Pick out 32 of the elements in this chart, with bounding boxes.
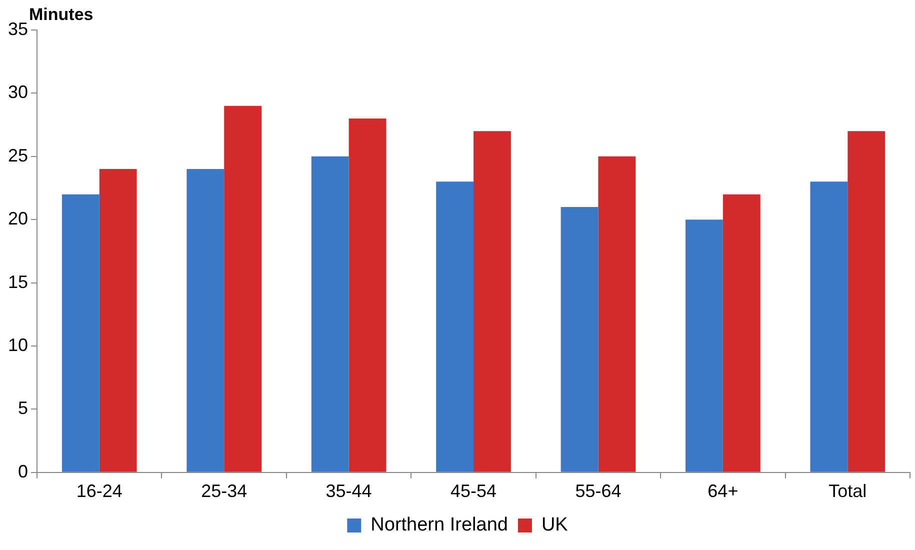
x-tick-label: 25-34 [201, 481, 248, 502]
bar [186, 169, 224, 472]
legend-label: UK [541, 514, 568, 536]
bar [99, 169, 137, 472]
x-tick-label: 55-64 [575, 481, 622, 502]
y-tick-label: 5 [18, 398, 28, 418]
x-tick-label: Total [828, 481, 867, 502]
bar [474, 131, 511, 472]
y-tick-label: 25 [8, 145, 28, 166]
bar [810, 182, 848, 472]
y-tick-label: 35 [8, 18, 28, 39]
bar [598, 156, 636, 472]
y-axis-title: Minutes [29, 5, 94, 24]
bar [722, 194, 760, 472]
bar [224, 106, 262, 472]
y-tick-label: 0 [18, 461, 28, 482]
bar [348, 118, 386, 472]
legend-label: Northern Ireland [370, 514, 508, 536]
y-tick-label: 20 [8, 208, 28, 229]
bar [311, 156, 349, 472]
bar [62, 194, 100, 472]
bar [436, 182, 474, 472]
y-tick-label: 10 [8, 334, 28, 355]
bar [848, 131, 886, 472]
x-tick-label: 45-54 [450, 481, 497, 502]
x-tick-label: 64+ [708, 481, 738, 502]
x-tick-label: 16-24 [76, 481, 122, 502]
y-tick-label: 30 [8, 82, 28, 102]
y-tick-label: 15 [8, 272, 28, 292]
bar [560, 206, 598, 472]
bar [686, 220, 723, 472]
x-tick-label: 35-44 [326, 481, 372, 502]
